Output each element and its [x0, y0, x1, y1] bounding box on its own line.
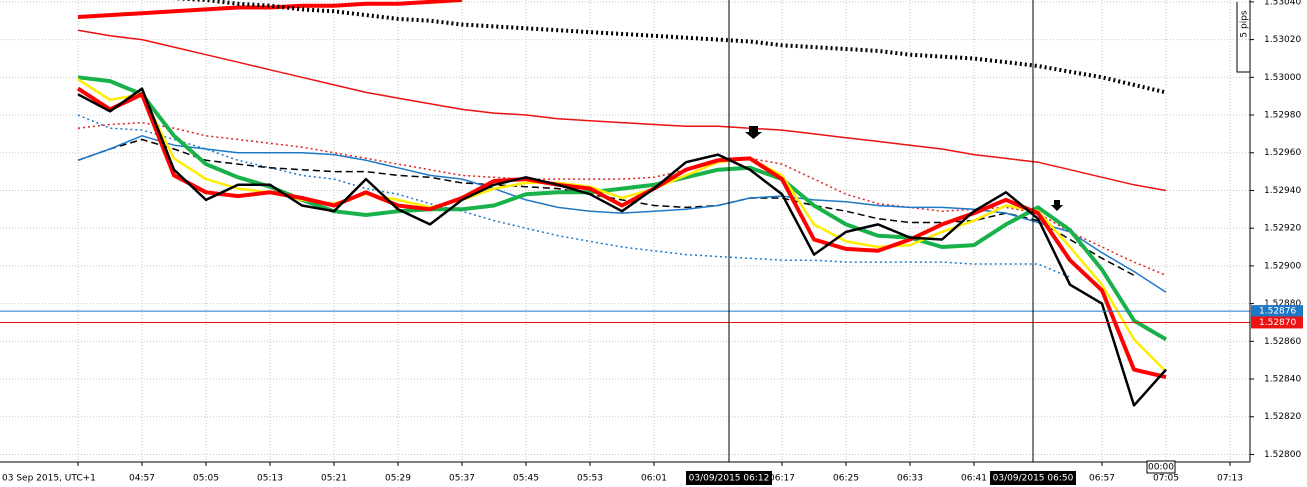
x-tick-label: 06:41 — [961, 474, 987, 484]
y-tick-label: 1.52900 — [1264, 261, 1301, 271]
x-tick-label: 06:25 — [833, 474, 859, 484]
arrow-marker — [745, 126, 762, 139]
x-tick-label: 05:53 — [577, 474, 603, 484]
crosshair-label: 03/09/2015 06:12 — [689, 474, 770, 484]
y-tick-label: 1.53000 — [1264, 73, 1301, 83]
y-tick-label: 1.53020 — [1264, 35, 1301, 45]
arrow-marker — [1051, 200, 1063, 211]
x-tick-label: 06:01 — [641, 474, 667, 484]
x-tick-label: 05:29 — [385, 474, 411, 484]
price-label-box — [1251, 305, 1303, 318]
indicator-line — [77, 0, 463, 19]
y-tick-label: 1.52920 — [1264, 224, 1301, 234]
countdown-label: 00:00 — [1148, 463, 1174, 473]
plot-area — [0, 0, 1250, 407]
x-tick-label: 05:05 — [193, 474, 219, 484]
x-tick-label: 05:13 — [257, 474, 283, 484]
countdown-box — [1146, 460, 1176, 474]
y-tick-label: 1.52880 — [1264, 299, 1301, 309]
pips-label: 5 pips — [1240, 10, 1250, 38]
indicator-line — [77, 29, 1167, 192]
x-tick-label: 06:17 — [769, 474, 795, 484]
indicator-line — [76, 86, 1167, 380]
y-tick-label: 1.52820 — [1264, 412, 1301, 422]
crosshair-label-box — [990, 471, 1076, 485]
x-tick-label: 05:45 — [513, 474, 539, 484]
y-tick-label: 1.53040 — [1264, 0, 1301, 7]
crosshair-label-box — [686, 471, 772, 485]
y-tick-label: 1.52960 — [1264, 148, 1301, 158]
x-tick-label: 06:33 — [897, 474, 923, 484]
x-tick-label: 05:37 — [449, 474, 475, 484]
crosshair-label: 03/09/2015 06:50 — [993, 474, 1074, 484]
x-tick-label: 04:57 — [129, 474, 155, 484]
pips-bracket — [1236, 2, 1250, 73]
grid — [0, 0, 1250, 462]
indicator-line — [172, 0, 1167, 95]
y-tick-label: 1.52800 — [1264, 450, 1301, 460]
indicator-line — [77, 78, 1167, 373]
x-tick-label: 05:21 — [321, 474, 347, 484]
x-tick-label: 06:57 — [1089, 474, 1115, 484]
y-tick-label: 1.52980 — [1264, 111, 1301, 121]
x-tick-label: 07:05 — [1153, 474, 1179, 484]
x-tick-label: 03 Sep 2015, UTC+1 — [2, 474, 96, 484]
indicator-line — [77, 87, 1167, 407]
y-tick-label: 1.52860 — [1264, 337, 1301, 347]
price-label: 1.52870 — [1259, 318, 1296, 328]
y-tick-label: 1.52840 — [1264, 375, 1301, 385]
x-tick-label: 07:13 — [1217, 474, 1243, 484]
price-label: 1.52876 — [1259, 307, 1296, 317]
y-tick-label: 1.52940 — [1264, 186, 1301, 196]
indicator-line — [77, 138, 1135, 276]
price-label-box — [1251, 316, 1303, 329]
